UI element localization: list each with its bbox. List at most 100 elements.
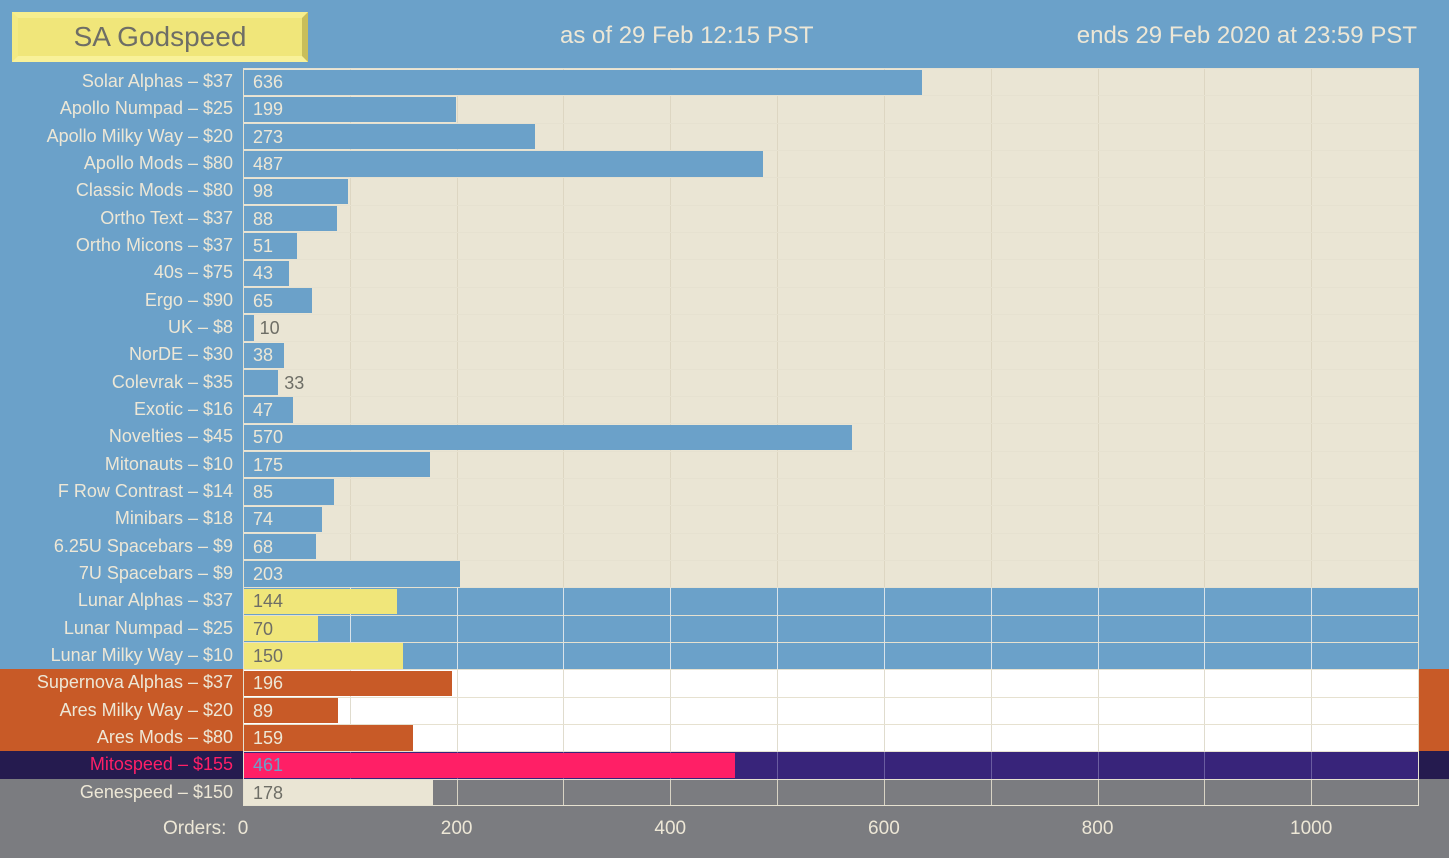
gridline [563,723,564,752]
row-separator [243,232,1418,233]
gridline [991,395,992,424]
gridline [884,286,885,314]
gridline [457,723,458,752]
bar [244,479,334,505]
gridline [1204,669,1205,697]
gridline [350,259,351,287]
gridline [670,122,671,150]
bar-value-label: 70 [253,618,274,639]
bar-value-label: 487 [253,153,284,174]
gridline [457,286,458,314]
gridline [1204,259,1205,287]
gridline [884,259,885,287]
category-label: Apollo Milky Way – $20 [46,125,233,146]
gridline [884,751,885,779]
gridline [991,286,992,314]
bar [244,725,413,751]
bar [244,534,316,560]
gridline [1098,723,1099,752]
gridline [457,505,458,533]
bar-value-label: 47 [253,399,274,420]
gridline [670,259,671,287]
gridline [884,587,885,615]
gridline [1098,532,1099,560]
gridline [457,259,458,287]
gridline [1098,614,1099,642]
gridline [1204,149,1205,178]
gridline [884,559,885,588]
bar [244,260,289,287]
gridline [457,395,458,424]
row-separator [243,533,1418,534]
bar [244,370,279,396]
gridline [1204,313,1205,342]
gridline [884,723,885,752]
row-separator [243,123,1418,124]
gridline [1204,423,1205,451]
gridline [777,641,778,670]
x-tick-label: 200 [440,818,473,839]
bar-value-label: 98 [253,181,274,202]
gridline [670,231,671,260]
row-separator [243,478,1418,479]
gridline [991,450,992,478]
bar [244,588,397,615]
gridline [1311,614,1312,642]
category-label: Classic Mods – $80 [75,180,233,201]
plot-row-background [243,614,1418,643]
bar-value-label: 461 [253,755,284,776]
gridline [777,341,778,369]
gridline [563,778,564,806]
gridline [777,778,778,806]
gridline [1098,477,1099,506]
gridline [563,505,564,533]
category-label: Genespeed – $150 [79,781,233,802]
category-label: Ares Milky Way – $20 [59,699,233,720]
gridline [670,368,671,396]
plot-row-background [243,395,1418,424]
gridline [991,477,992,506]
gridline [777,286,778,314]
gridline [563,177,564,205]
gridline [991,95,992,123]
bar-value-label: 74 [253,509,274,530]
gridline [1098,341,1099,369]
bar-value-label: 89 [253,700,274,721]
bar [244,124,535,150]
gridline [1098,286,1099,314]
gridline [777,177,778,205]
gridline [457,231,458,260]
gridline [350,313,351,342]
gridline [991,122,992,150]
gridline [457,641,458,670]
gridline [1098,751,1099,779]
row-separator [243,505,1418,506]
gridline [991,614,992,642]
gridline [563,450,564,478]
gridline [563,204,564,232]
gridline [1204,395,1205,424]
row-separator [243,669,1418,670]
gridline [457,95,458,123]
gridline [563,286,564,314]
gridline [777,723,778,752]
gridline [1204,532,1205,560]
gridline [670,696,671,724]
bar-value-label: 88 [253,208,274,229]
bar-value-label: 159 [253,727,284,748]
gridline [1098,149,1099,178]
gridline [1311,559,1312,588]
gridline [777,532,778,560]
gridline [884,641,885,670]
gridline [670,587,671,615]
gridline [884,505,885,533]
bar [244,561,460,587]
gridline [457,669,458,697]
gridline [1204,477,1205,506]
gridline [1311,95,1312,123]
gridline [1204,559,1205,588]
gridline [1204,450,1205,478]
category-label: Mitospeed – $155 [89,754,233,775]
gridline [563,641,564,670]
bar-value-label: 144 [253,591,284,612]
